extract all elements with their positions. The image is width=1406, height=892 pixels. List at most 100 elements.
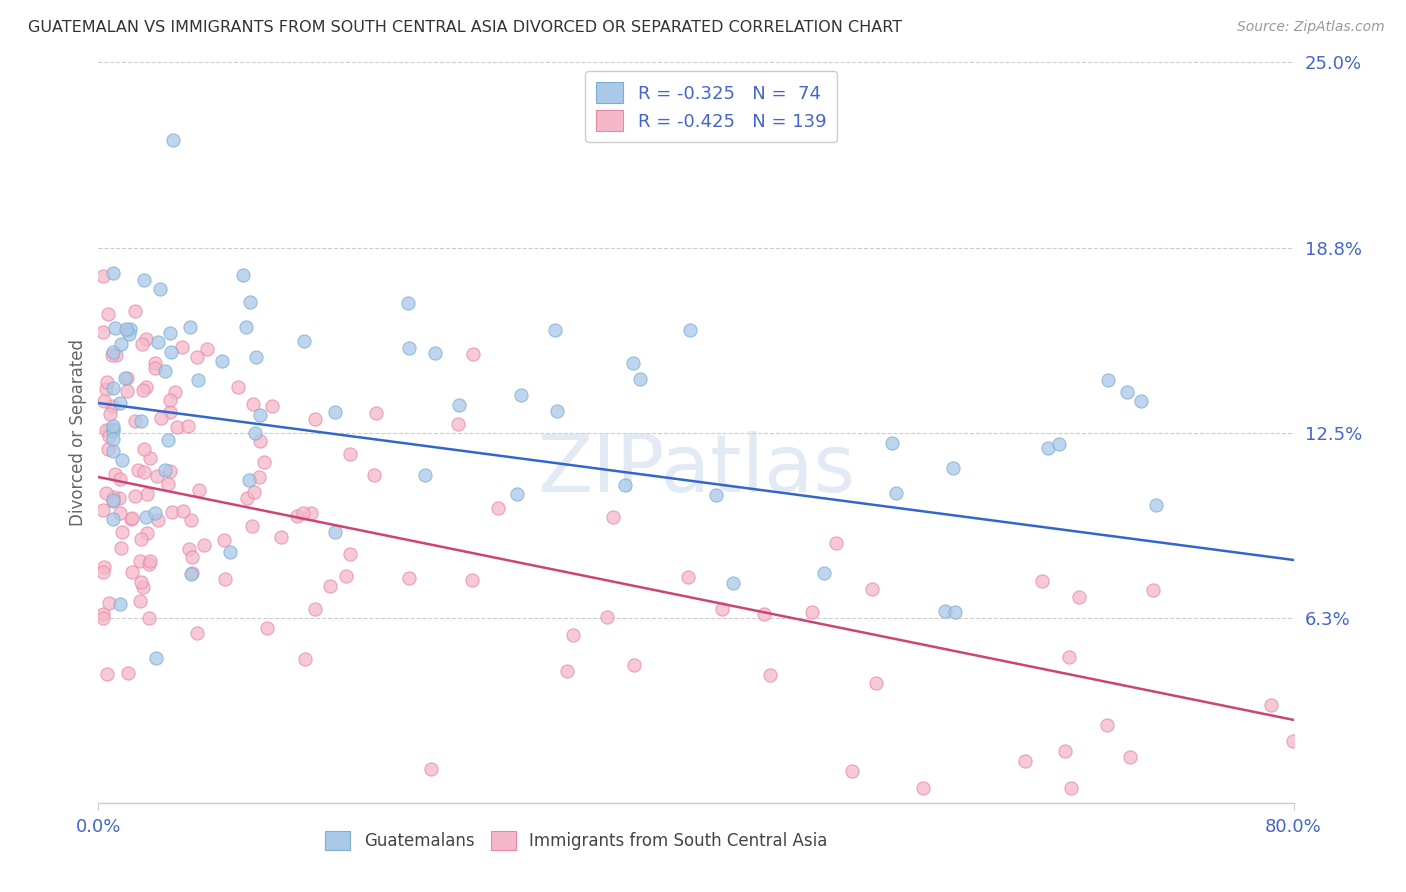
- Point: [752, 607, 775, 621]
- Point: [104, 348, 127, 362]
- Point: [97, 596, 120, 610]
- Point: [153, 463, 176, 477]
- Point: [710, 602, 733, 616]
- Point: [98, 429, 121, 443]
- Point: [111, 525, 134, 540]
- Point: [108, 396, 131, 410]
- Point: [304, 601, 326, 615]
- Point: [108, 491, 131, 506]
- Point: [723, 576, 745, 591]
- Point: [602, 509, 624, 524]
- Point: [943, 605, 966, 619]
- Point: [93, 560, 115, 574]
- Point: [172, 504, 194, 518]
- Point: [242, 519, 264, 533]
- Point: [98, 407, 121, 421]
- Point: [136, 487, 159, 501]
- Point: [180, 567, 202, 582]
- Point: [304, 412, 326, 426]
- Point: [678, 570, 700, 584]
- Point: [243, 426, 266, 441]
- Point: [486, 500, 509, 515]
- Point: [219, 545, 242, 559]
- Point: [245, 350, 267, 364]
- Point: [103, 492, 125, 507]
- Point: [180, 549, 202, 564]
- Point: [186, 625, 208, 640]
- Point: [447, 398, 470, 412]
- Point: [97, 424, 120, 438]
- Point: [187, 483, 209, 498]
- Point: [159, 405, 181, 419]
- Point: [299, 507, 322, 521]
- Point: [94, 485, 117, 500]
- Point: [103, 425, 125, 439]
- Point: [145, 356, 167, 370]
- Point: [128, 594, 150, 608]
- Point: [942, 461, 965, 475]
- Point: [136, 525, 159, 540]
- Legend: Guatemalans, Immigrants from South Central Asia: Guatemalans, Immigrants from South Centr…: [325, 830, 828, 850]
- Point: [127, 463, 149, 477]
- Point: [249, 434, 271, 448]
- Point: [129, 574, 152, 589]
- Point: [232, 268, 254, 282]
- Point: [131, 336, 153, 351]
- Point: [117, 666, 139, 681]
- Point: [214, 572, 236, 586]
- Point: [148, 513, 170, 527]
- Point: [596, 610, 619, 624]
- Point: [1057, 649, 1080, 664]
- Point: [120, 512, 142, 526]
- Point: [157, 433, 180, 447]
- Point: [270, 530, 292, 544]
- Point: [1097, 718, 1119, 732]
- Point: [129, 554, 152, 568]
- Point: [146, 469, 169, 483]
- Point: [249, 409, 271, 423]
- Point: [415, 468, 437, 483]
- Point: [179, 319, 201, 334]
- Point: [143, 507, 166, 521]
- Point: [103, 432, 125, 446]
- Point: [139, 554, 162, 568]
- Point: [132, 466, 155, 480]
- Point: [285, 509, 308, 524]
- Point: [825, 536, 848, 550]
- Point: [162, 133, 184, 147]
- Point: [132, 580, 155, 594]
- Point: [111, 453, 134, 467]
- Point: [139, 450, 162, 465]
- Point: [461, 346, 484, 360]
- Point: [243, 484, 266, 499]
- Point: [159, 392, 181, 407]
- Point: [186, 350, 208, 364]
- Point: [226, 380, 249, 394]
- Point: [758, 668, 780, 682]
- Point: [187, 373, 209, 387]
- Point: [510, 388, 533, 402]
- Point: [1260, 698, 1282, 712]
- Point: [103, 344, 125, 359]
- Point: [325, 525, 347, 540]
- Text: Source: ZipAtlas.com: Source: ZipAtlas.com: [1237, 20, 1385, 34]
- Point: [679, 323, 702, 337]
- Point: [212, 533, 235, 548]
- Point: [115, 322, 138, 336]
- Point: [115, 323, 138, 337]
- Y-axis label: Divorced or Separated: Divorced or Separated: [69, 339, 87, 526]
- Point: [236, 491, 259, 505]
- Point: [425, 345, 447, 359]
- Point: [447, 417, 470, 431]
- Point: [211, 353, 233, 368]
- Point: [884, 486, 907, 500]
- Point: [96, 375, 118, 389]
- Point: [156, 477, 179, 491]
- Point: [91, 502, 114, 516]
- Point: [134, 442, 156, 456]
- Point: [704, 488, 727, 502]
- Point: [1036, 441, 1059, 455]
- Point: [114, 371, 136, 385]
- Point: [91, 325, 114, 339]
- Point: [911, 780, 934, 795]
